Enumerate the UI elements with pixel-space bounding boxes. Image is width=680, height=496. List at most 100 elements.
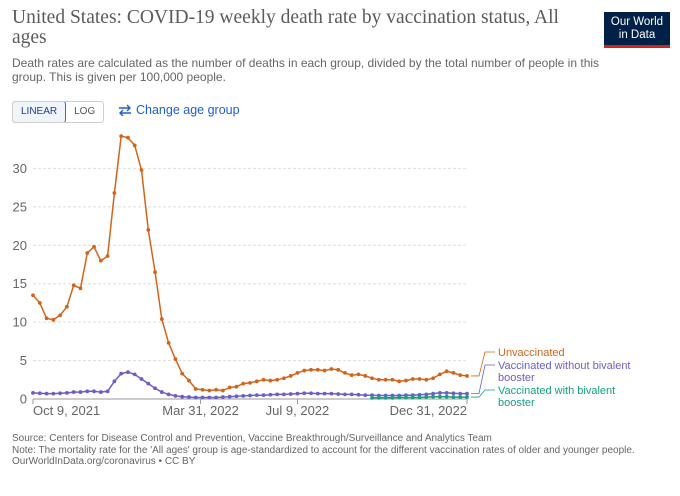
legend-label-line: booster xyxy=(498,397,535,409)
x-tick-label: Jul 9, 2022 xyxy=(266,403,330,418)
data-point xyxy=(200,387,205,392)
legend-label[interactable]: Vaccinated without bivalent booster xyxy=(498,360,631,384)
legend-label[interactable]: Vaccinated with bivalent booster xyxy=(498,385,615,409)
data-point xyxy=(322,368,327,373)
data-point xyxy=(309,367,313,372)
log-button[interactable]: LOG xyxy=(74,106,96,117)
data-point xyxy=(65,304,69,309)
data-point xyxy=(349,373,354,378)
legend-label-line: Vaccinated without bivalent xyxy=(498,360,631,372)
data-point xyxy=(370,376,374,381)
data-point xyxy=(437,372,442,377)
data-point xyxy=(37,301,42,305)
data-point xyxy=(44,316,49,321)
data-point xyxy=(390,395,395,400)
legend-label[interactable]: Unvaccinated xyxy=(498,347,565,359)
y-tick-label: 20 xyxy=(13,238,27,253)
data-point xyxy=(390,377,395,382)
x-tick-label: Mar 31, 2022 xyxy=(162,403,239,418)
data-point xyxy=(370,395,374,400)
data-point xyxy=(336,367,341,372)
data-point xyxy=(132,143,137,148)
data-point xyxy=(397,379,402,384)
data-point xyxy=(85,389,90,394)
data-point xyxy=(343,370,347,375)
data-point xyxy=(98,258,103,263)
data-point xyxy=(220,388,225,393)
data-point xyxy=(112,191,117,195)
logo-line: Our World xyxy=(610,16,664,28)
y-tick-label: 15 xyxy=(13,276,27,291)
label-connector xyxy=(471,364,495,395)
data-point xyxy=(404,378,408,383)
data-point xyxy=(465,374,469,378)
data-point xyxy=(146,228,151,232)
chart-title: United States: COVID-19 weekly death rat… xyxy=(12,7,559,48)
data-point xyxy=(404,395,408,400)
data-point xyxy=(98,390,103,394)
data-point xyxy=(71,283,76,288)
data-point xyxy=(268,378,273,383)
label-connector xyxy=(471,389,495,398)
data-point xyxy=(254,379,259,384)
data-point xyxy=(376,377,381,382)
data-point xyxy=(329,391,334,396)
data-point xyxy=(356,372,361,377)
data-point xyxy=(214,387,218,392)
data-point xyxy=(193,395,198,400)
linear-button[interactable]: LINEAR xyxy=(13,102,67,122)
data-point xyxy=(458,373,463,378)
logo[interactable]: Our World in Data xyxy=(604,12,670,48)
data-point xyxy=(397,395,402,400)
data-point xyxy=(51,317,56,322)
data-point xyxy=(85,251,90,255)
data-point xyxy=(126,135,130,140)
data-point xyxy=(31,293,35,298)
y-tick-label: 30 xyxy=(13,161,27,176)
scale-toggle: LINEAR LOG xyxy=(12,101,105,123)
data-point xyxy=(119,371,124,376)
data-point xyxy=(71,390,76,394)
data-point xyxy=(153,270,157,275)
data-point xyxy=(248,380,252,385)
data-point xyxy=(431,376,435,381)
data-point xyxy=(241,394,246,398)
data-point xyxy=(58,391,63,396)
label-connector xyxy=(471,351,495,377)
data-point xyxy=(458,391,463,396)
data-point xyxy=(92,389,96,394)
data-point xyxy=(282,392,286,397)
change-age-label: Change age group xyxy=(136,103,240,117)
y-tick-label: 0 xyxy=(20,392,27,407)
data-point xyxy=(173,357,178,361)
data-point xyxy=(31,390,35,395)
data-point xyxy=(37,391,42,396)
data-point xyxy=(431,394,435,399)
data-point xyxy=(295,391,300,396)
data-point xyxy=(166,392,171,397)
data-point xyxy=(207,395,212,400)
data-point xyxy=(200,395,205,400)
data-point xyxy=(187,395,191,399)
y-tick-label: 25 xyxy=(13,199,27,214)
data-point xyxy=(58,313,63,318)
footer: Source: Centers for Disease Control and … xyxy=(12,433,652,468)
data-point xyxy=(261,377,266,382)
data-point xyxy=(424,395,429,399)
legend-label-line: Vaccinated with bivalent xyxy=(498,385,615,397)
series-line xyxy=(32,135,468,392)
data-point xyxy=(288,392,293,396)
data-point xyxy=(282,376,286,381)
x-tick-label: Dec 31, 2022 xyxy=(390,403,467,418)
data-point xyxy=(349,392,354,397)
data-point xyxy=(458,395,463,399)
change-age-button[interactable]: Change age group xyxy=(118,103,240,117)
data-point xyxy=(227,385,232,390)
data-point xyxy=(180,394,185,399)
data-point xyxy=(139,168,144,172)
data-point xyxy=(288,374,293,378)
data-point xyxy=(451,391,456,396)
data-point xyxy=(51,391,56,396)
